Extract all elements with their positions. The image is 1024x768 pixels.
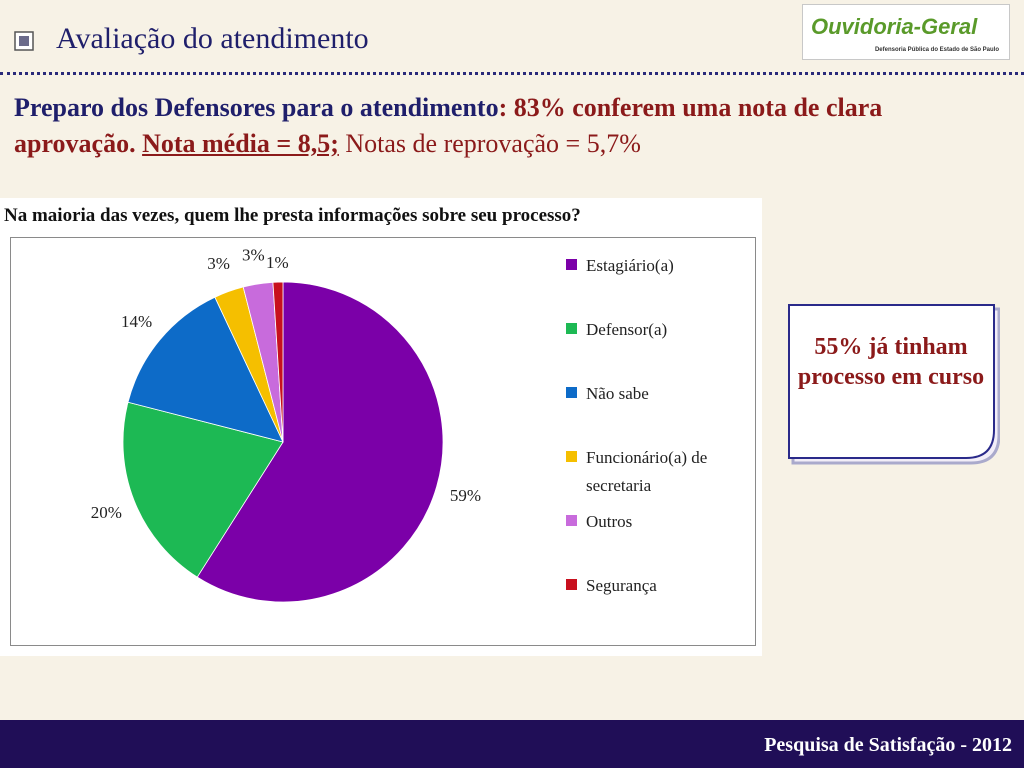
square-bullet-icon xyxy=(14,31,34,51)
pie-slice xyxy=(272,281,284,443)
chart-title: Na maioria das vezes, quem lhe presta in… xyxy=(4,205,581,226)
logo: Ouvidoria-Geral Defensoria Pública do Es… xyxy=(802,4,1010,60)
headline-topic: Preparo dos Defensores para o atendiment… xyxy=(14,93,499,122)
pie-chart: 59%20%14%3% 3% 1% xyxy=(91,245,481,603)
logo-name: Ouvidoria-Geral xyxy=(811,14,978,39)
headline-approval: : 83% conferem uma nota de clara aprovaç… xyxy=(14,93,883,158)
legend-label: Outros xyxy=(586,512,633,531)
footer: Pesquisa de Satisfação - 2012 xyxy=(0,720,1024,768)
pie-data-label: 14% xyxy=(121,312,152,331)
callout-text: 55% já tinham processo em curso xyxy=(797,334,985,390)
callout-shape xyxy=(788,304,1000,465)
pie-slice xyxy=(127,296,284,443)
logo-subtitle: Defensoria Pública do Estado de São Paul… xyxy=(874,47,999,53)
pie-data-label: 3% xyxy=(207,254,230,273)
pie-slice xyxy=(122,401,284,578)
legend-swatch xyxy=(566,451,577,462)
footer-text: Pesquisa de Satisfação - 2012 xyxy=(764,734,1012,756)
pie-data-label: 3% xyxy=(242,245,265,264)
legend-label: Defensor(a) xyxy=(586,320,668,339)
pie-slice xyxy=(196,281,444,603)
legend-swatch xyxy=(566,323,577,334)
pie-data-label: 1% xyxy=(266,253,289,272)
pie-data-label: 59% xyxy=(450,486,481,505)
legend-swatch xyxy=(566,259,577,270)
chart-frame: 59% 20% 14% 3% 3% 1% xyxy=(10,237,756,646)
chart-card: Na maioria das vezes, quem lhe presta in… xyxy=(0,198,762,656)
legend-swatch xyxy=(566,579,577,590)
headline-summary: Preparo dos Defensores para o atendiment… xyxy=(14,90,1004,162)
callout-box: 55% já tinham processo em curso xyxy=(786,302,1000,465)
divider xyxy=(0,72,1024,75)
legend-label: Estagiário(a) xyxy=(586,256,674,275)
legend-label: Não sabe xyxy=(586,384,649,403)
headline-failing: Notas de reprovação = 5,7% xyxy=(338,129,641,158)
legend-label: Funcionário(a) de secretaria xyxy=(586,448,708,495)
pie-data-label: 20% xyxy=(91,503,122,522)
page-title: Avaliação do atendimento xyxy=(56,22,369,55)
legend-swatch xyxy=(566,387,577,398)
legend-label: Segurança xyxy=(586,576,657,595)
header: Avaliação do atendimento Ouvidoria-Geral… xyxy=(0,0,1024,76)
legend-swatch xyxy=(566,515,577,526)
headline-average: Nota média = 8,5; xyxy=(142,129,339,158)
